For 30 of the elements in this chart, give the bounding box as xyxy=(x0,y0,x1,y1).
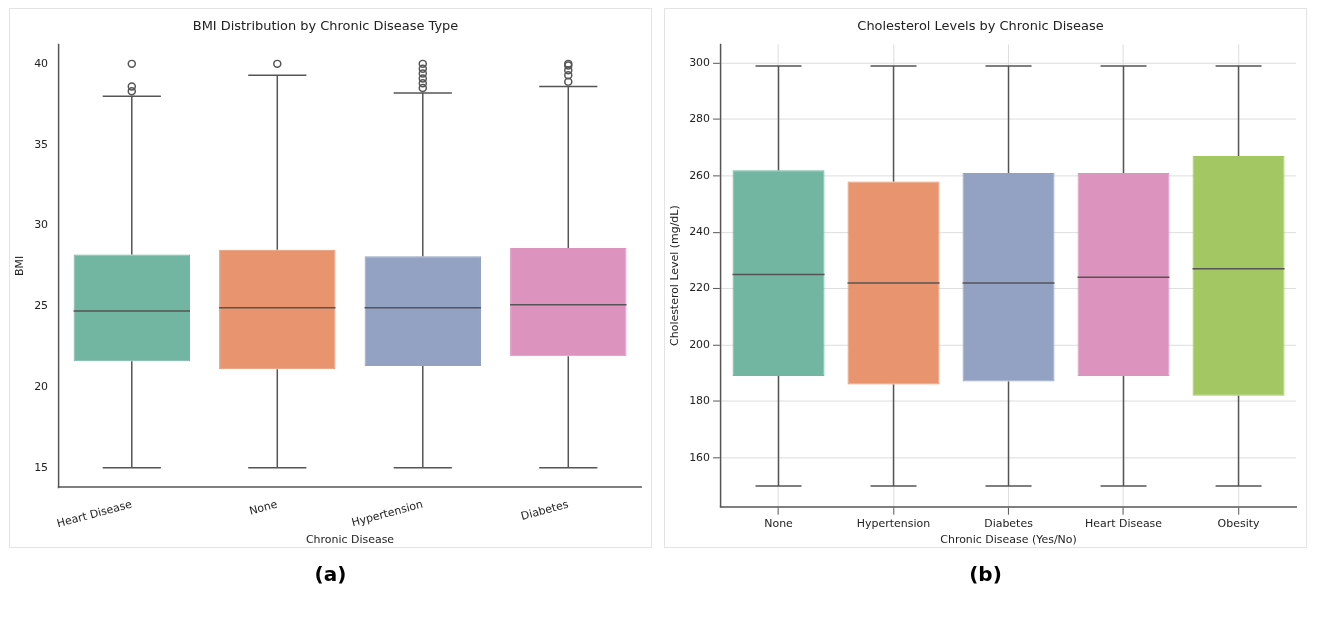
y-tick-label: 35 xyxy=(34,137,49,151)
y-axis-title: Cholesterol Level (mg/dL) xyxy=(668,205,682,346)
y-tick-label: 160 xyxy=(689,450,711,464)
y-tick-label: 15 xyxy=(34,460,49,474)
y-axis-title: BMI xyxy=(13,255,27,276)
x-axis-title: Chronic Disease (Yes/No) xyxy=(940,533,1077,547)
text: (a) xyxy=(314,562,347,586)
chart-title: BMI Distribution by Chronic Disease Type xyxy=(192,18,459,34)
y-tick-label: 180 xyxy=(689,394,711,408)
y-tick-label: 30 xyxy=(34,218,49,232)
x-tick-label: Heart Disease xyxy=(1084,517,1163,531)
y-tick-label: 25 xyxy=(34,299,49,313)
y-tick-label: 20 xyxy=(34,379,49,393)
y-tick-label: 40 xyxy=(34,56,49,70)
chart-title: Cholesterol Levels by Chronic Disease xyxy=(857,18,1104,34)
x-axis-title: Chronic Disease xyxy=(305,533,395,547)
y-tick-label: 260 xyxy=(689,168,711,182)
x-tick-label: Hypertension xyxy=(856,517,931,531)
y-tick-label: 300 xyxy=(689,55,711,69)
x-tick-label: Diabetes xyxy=(519,497,571,523)
y-tick-label: 220 xyxy=(689,281,711,295)
x-tick-label: Heart Disease xyxy=(55,497,134,531)
x-tick-label: Diabetes xyxy=(984,517,1034,531)
y-tick-label: 280 xyxy=(689,112,711,126)
x-tick-label: None xyxy=(764,517,794,531)
x-tick-label: None xyxy=(247,497,280,518)
y-tick-label: 240 xyxy=(689,225,711,239)
text: (b) xyxy=(969,562,1002,586)
x-tick-label: Obesity xyxy=(1217,517,1260,531)
y-tick-label: 200 xyxy=(689,337,711,351)
